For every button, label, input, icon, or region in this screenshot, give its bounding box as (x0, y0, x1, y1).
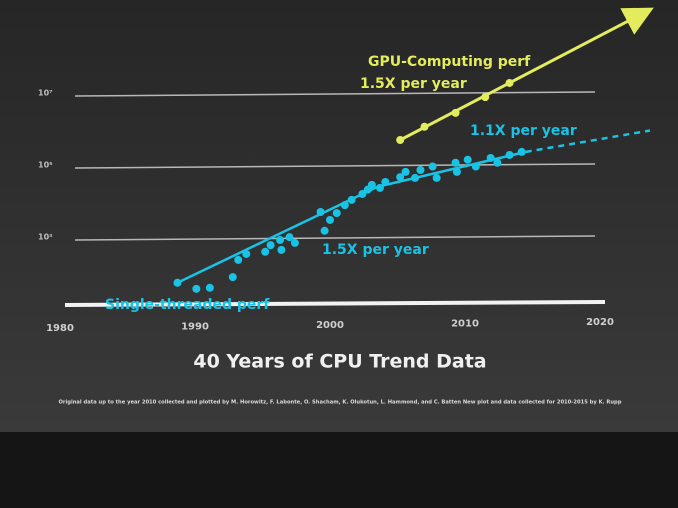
data-point (316, 207, 325, 216)
data-point (452, 167, 461, 176)
data-point (326, 215, 334, 224)
data-point (332, 209, 341, 218)
data-point (234, 255, 243, 264)
data-point (396, 173, 405, 182)
data-point (481, 93, 490, 102)
annotation: 1.1X per year (470, 123, 577, 139)
data-point (451, 158, 460, 167)
data-point (367, 180, 376, 189)
data-point (517, 147, 526, 156)
trend-line (399, 7, 654, 142)
data-point (416, 165, 425, 174)
x-tick-label: 1990 (181, 322, 209, 333)
data-point (401, 167, 410, 176)
trend-line (376, 150, 527, 189)
data-point (411, 173, 420, 182)
data-point (358, 189, 367, 198)
x-axis (64, 300, 606, 307)
x-tick-label: 2020 (586, 317, 614, 328)
x-tick-label: 2000 (316, 320, 344, 331)
y-tick-label: 10⁷ (38, 89, 53, 98)
chart-title: 40 Years of CPU Trend Data (193, 351, 486, 373)
grid-line (74, 235, 596, 241)
data-point (205, 283, 214, 292)
source-note: Original data up to the year 2010 collec… (59, 400, 622, 406)
data-point (396, 135, 405, 144)
series-label: Single-threaded perf (105, 297, 270, 313)
data-point (463, 155, 472, 164)
annotation: 1.5X per year (360, 76, 467, 92)
data-point (486, 153, 495, 162)
data-point (242, 249, 251, 258)
y-tick-label: 10⁵ (38, 161, 53, 170)
data-point (320, 226, 329, 235)
annotation: 1.5X per year (322, 242, 429, 258)
series-label: GPU-Computing perf (368, 54, 531, 70)
data-point (285, 233, 294, 242)
data-point (451, 108, 460, 117)
data-point (228, 273, 237, 282)
data-point (192, 284, 201, 293)
data-point (505, 150, 514, 159)
data-point (276, 236, 285, 244)
x-tick-label: 1980 (46, 323, 74, 334)
grid-line (74, 91, 596, 97)
data-point (420, 122, 429, 131)
data-point (493, 158, 502, 167)
y-tick-label: 10³ (38, 233, 53, 242)
data-point (471, 162, 480, 171)
room-background (0, 432, 678, 508)
data-point (277, 245, 286, 254)
data-point (505, 78, 514, 87)
data-point (347, 195, 356, 204)
data-point (173, 278, 182, 287)
data-point (428, 162, 437, 171)
x-tick-label: 2010 (451, 319, 479, 330)
grid-line (74, 163, 596, 169)
data-point (340, 201, 349, 210)
data-point (266, 241, 275, 250)
data-point (375, 183, 384, 192)
data-point (432, 173, 441, 182)
data-point (290, 238, 299, 247)
data-point (261, 247, 270, 256)
data-point (381, 177, 390, 186)
